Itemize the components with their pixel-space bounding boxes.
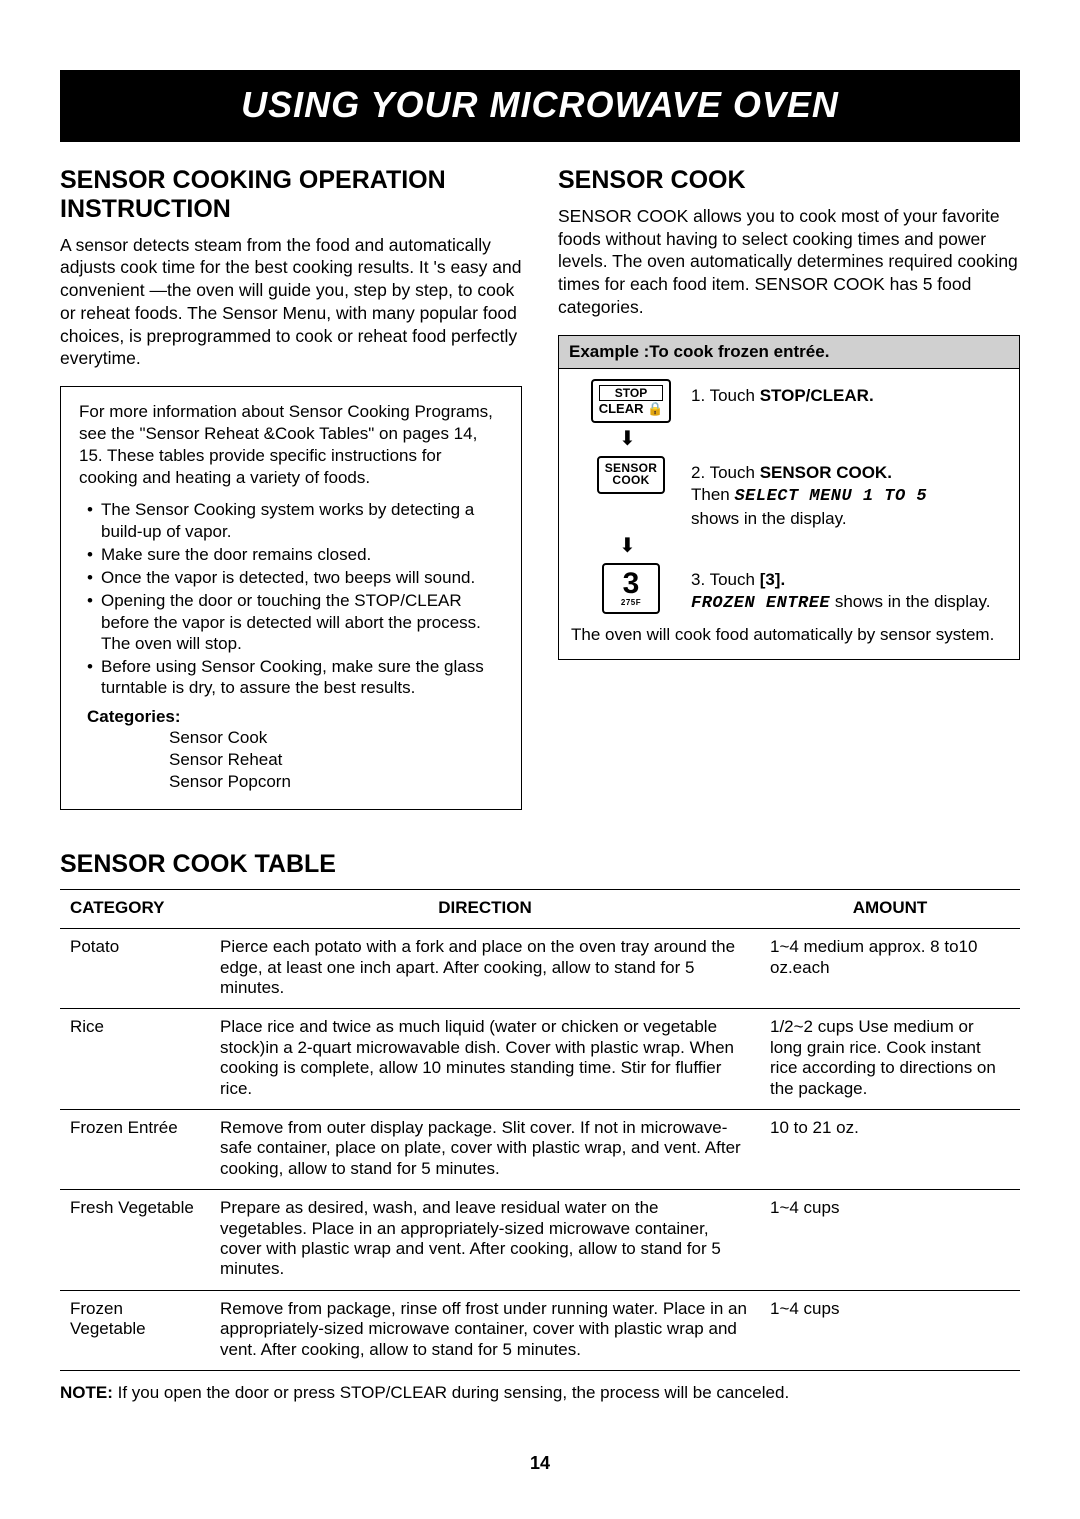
sensor-cook-button-icon: SENSOR COOK bbox=[571, 456, 691, 494]
col-category: CATEGORY bbox=[60, 889, 210, 928]
lcd-text: SELECT MENU 1 TO 5 bbox=[734, 487, 927, 506]
arrow-down-icon: ⬇ bbox=[571, 429, 1007, 450]
num-sub-label: 275F bbox=[610, 599, 652, 607]
lcd-text: FROZEN ENTREE bbox=[691, 594, 830, 613]
arrow-down-icon: ⬇ bbox=[571, 536, 1007, 557]
info-box: For more information about Sensor Cookin… bbox=[60, 386, 522, 810]
bullet-item: The Sensor Cooking system works by detec… bbox=[87, 499, 503, 542]
page-number: 14 bbox=[60, 1453, 1020, 1474]
step-2: SENSOR COOK 2. Touch SENSOR COOK. Then S… bbox=[571, 456, 1007, 530]
table-row: Potato Pierce each potato with a fork an… bbox=[60, 929, 1020, 1009]
col-amount: AMOUNT bbox=[760, 889, 1020, 928]
example-footer: The oven will cook food automatically by… bbox=[571, 625, 1007, 645]
bullet-item: Make sure the door remains closed. bbox=[87, 544, 503, 565]
right-intro: SENSOR COOK allows you to cook most of y… bbox=[558, 205, 1020, 319]
two-column-layout: SENSOR COOKING OPERATION INSTRUCTION A s… bbox=[60, 166, 1020, 810]
example-title: Example :To cook frozen entrée. bbox=[559, 336, 1019, 369]
cell-amount: 1~4 cups bbox=[760, 1190, 1020, 1291]
cell-amount: 1/2~2 cups Use medium or long grain rice… bbox=[760, 1009, 1020, 1110]
table-row: Fresh Vegetable Prepare as desired, wash… bbox=[60, 1190, 1020, 1291]
category-item: Sensor Cook bbox=[169, 727, 503, 749]
cell-category: Fresh Vegetable bbox=[60, 1190, 210, 1291]
right-column: SENSOR COOK SENSOR COOK allows you to co… bbox=[558, 166, 1020, 810]
left-intro: A sensor detects steam from the food and… bbox=[60, 234, 522, 371]
step-2-text: 2. Touch SENSOR COOK. Then SELECT MENU 1… bbox=[691, 456, 1007, 530]
example-body: STOP CLEAR 🔒 1. Touch STOP/CLEAR. ⬇ SENS… bbox=[559, 369, 1019, 660]
note-text: NOTE: If you open the door or press STOP… bbox=[60, 1383, 1020, 1403]
step-1-text: 1. Touch STOP/CLEAR. bbox=[691, 379, 1007, 407]
categories-list: Sensor Cook Sensor Reheat Sensor Popcorn bbox=[79, 727, 503, 793]
table-row: Frozen Vegetable Remove from package, ri… bbox=[60, 1290, 1020, 1370]
left-column: SENSOR COOKING OPERATION INSTRUCTION A s… bbox=[60, 166, 522, 810]
cell-direction: Remove from package, rinse off frost und… bbox=[210, 1290, 760, 1370]
category-item: Sensor Popcorn bbox=[169, 771, 503, 793]
page-banner: USING YOUR MICROWAVE OVEN bbox=[60, 70, 1020, 142]
cell-category: Frozen Vegetable bbox=[60, 1290, 210, 1370]
category-item: Sensor Reheat bbox=[169, 749, 503, 771]
stop-label: STOP bbox=[599, 385, 664, 402]
bullet-item: Once the vapor is detected, two beeps wi… bbox=[87, 567, 503, 588]
cell-direction: Remove from outer display package. Slit … bbox=[210, 1110, 760, 1190]
cook-label: COOK bbox=[612, 473, 649, 487]
clear-label: CLEAR 🔒 bbox=[599, 401, 664, 416]
step-3-text: 3. Touch [3]. FROZEN ENTREE shows in the… bbox=[691, 563, 1007, 615]
cell-amount: 10 to 21 oz. bbox=[760, 1110, 1020, 1190]
bullet-item: Opening the door or touching the STOP/CL… bbox=[87, 590, 503, 654]
categories-label: Categories: bbox=[79, 707, 503, 727]
example-box: Example :To cook frozen entrée. STOP CLE… bbox=[558, 335, 1020, 661]
sensor-cook-table: CATEGORY DIRECTION AMOUNT Potato Pierce … bbox=[60, 889, 1020, 1371]
cell-direction: Place rice and twice as much liquid (wat… bbox=[210, 1009, 760, 1110]
table-body: Potato Pierce each potato with a fork an… bbox=[60, 929, 1020, 1371]
cell-category: Rice bbox=[60, 1009, 210, 1110]
stop-clear-button-icon: STOP CLEAR 🔒 bbox=[571, 379, 691, 423]
col-direction: DIRECTION bbox=[210, 889, 760, 928]
info-box-intro: For more information about Sensor Cookin… bbox=[79, 401, 503, 489]
table-row: Rice Place rice and twice as much liquid… bbox=[60, 1009, 1020, 1110]
cell-direction: Prepare as desired, wash, and leave resi… bbox=[210, 1190, 760, 1291]
cell-category: Frozen Entrée bbox=[60, 1110, 210, 1190]
cell-direction: Pierce each potato with a fork and place… bbox=[210, 929, 760, 1009]
bullet-item: Before using Sensor Cooking, make sure t… bbox=[87, 656, 503, 699]
num-3-label: 3 bbox=[610, 569, 652, 599]
cell-amount: 1~4 medium approx. 8 to10 oz.each bbox=[760, 929, 1020, 1009]
step-1: STOP CLEAR 🔒 1. Touch STOP/CLEAR. bbox=[571, 379, 1007, 423]
number-3-button-icon: 3 275F bbox=[571, 563, 691, 614]
right-heading: SENSOR COOK bbox=[558, 166, 1020, 195]
left-heading: SENSOR COOKING OPERATION INSTRUCTION bbox=[60, 166, 522, 224]
cell-amount: 1~4 cups bbox=[760, 1290, 1020, 1370]
cell-category: Potato bbox=[60, 929, 210, 1009]
step-3: 3 275F 3. Touch [3]. FROZEN ENTREE shows… bbox=[571, 563, 1007, 615]
table-title: SENSOR COOK TABLE bbox=[60, 850, 1020, 879]
table-row: Frozen Entrée Remove from outer display … bbox=[60, 1110, 1020, 1190]
table-header-row: CATEGORY DIRECTION AMOUNT bbox=[60, 889, 1020, 928]
info-bullet-list: The Sensor Cooking system works by detec… bbox=[79, 499, 503, 698]
